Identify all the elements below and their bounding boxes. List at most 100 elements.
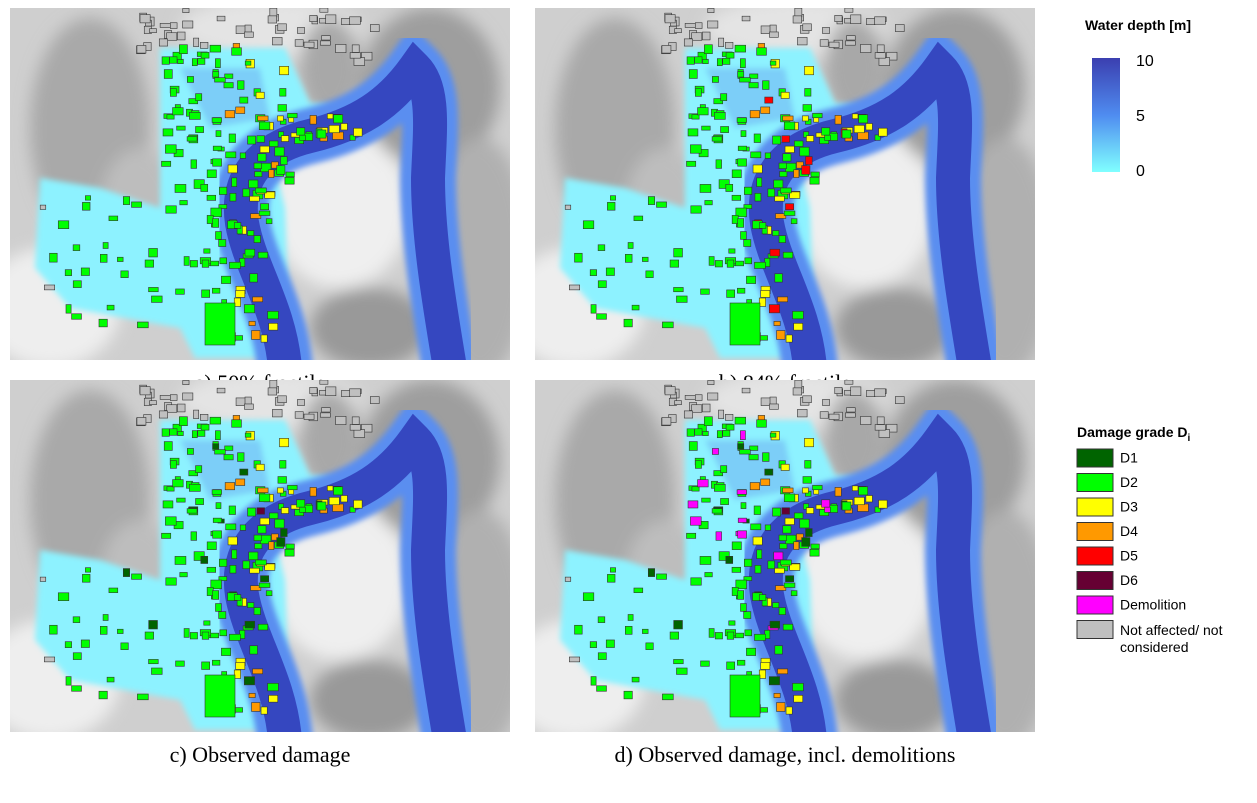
building: [215, 450, 226, 454]
building: [851, 387, 861, 396]
building: [180, 572, 187, 576]
building: [288, 113, 298, 117]
building: [737, 660, 745, 665]
building: [742, 16, 750, 21]
building: [160, 23, 171, 27]
building: [238, 81, 245, 90]
building: [725, 42, 733, 48]
building: [858, 132, 869, 139]
building: [216, 232, 222, 240]
building: [207, 587, 213, 595]
building: [780, 188, 791, 193]
building: [842, 502, 851, 510]
building: [187, 448, 193, 454]
building: [166, 206, 177, 213]
building: [230, 565, 236, 573]
building: [822, 500, 830, 507]
building: [769, 404, 778, 409]
legend-swatch: [1077, 474, 1113, 492]
building: [813, 113, 823, 117]
building: [354, 128, 363, 136]
building: [740, 450, 751, 454]
building: [229, 134, 235, 143]
building: [277, 538, 285, 547]
building: [320, 41, 330, 45]
building: [765, 525, 771, 530]
building: [712, 448, 718, 454]
building: [249, 693, 255, 697]
building: [224, 455, 233, 460]
building: [210, 261, 219, 266]
building: [783, 154, 791, 161]
building: [751, 152, 761, 158]
building: [714, 112, 725, 119]
building: [745, 258, 752, 264]
building: [257, 136, 265, 142]
building: [810, 177, 819, 184]
building: [744, 240, 751, 247]
building: [165, 517, 176, 525]
building: [785, 576, 793, 582]
building: [202, 662, 210, 670]
building: [225, 483, 234, 490]
building: [327, 114, 333, 119]
building: [268, 683, 279, 691]
building: [109, 588, 118, 593]
building: [245, 621, 255, 628]
building: [737, 118, 747, 123]
building: [210, 633, 219, 638]
building: [777, 331, 785, 340]
building: [300, 507, 306, 512]
building: [761, 290, 770, 297]
building: [759, 223, 766, 229]
building: [610, 196, 615, 200]
building: [184, 257, 189, 266]
building: [260, 576, 268, 582]
building: [598, 617, 605, 623]
building: [770, 621, 780, 628]
building: [320, 380, 328, 384]
building: [769, 305, 779, 313]
building: [204, 249, 210, 253]
building: [210, 45, 221, 52]
legend-swatch: [1077, 596, 1113, 614]
building: [250, 646, 258, 654]
building: [245, 61, 251, 65]
building: [794, 513, 803, 519]
building: [606, 268, 614, 276]
building: [85, 196, 90, 200]
building: [219, 187, 227, 194]
building: [173, 480, 184, 487]
building: [701, 289, 710, 294]
building: [741, 503, 746, 509]
building: [610, 568, 615, 572]
page: Water depth [m] Damage grade Di 0510D1D2…: [0, 0, 1257, 803]
building: [137, 322, 148, 328]
building: [806, 508, 813, 514]
building: [238, 453, 245, 462]
building: [121, 643, 128, 650]
building: [847, 36, 856, 40]
building: [213, 159, 222, 166]
legend-label: D3: [1120, 499, 1138, 515]
building: [806, 157, 813, 165]
building: [66, 677, 71, 686]
legend-label: D6: [1120, 572, 1138, 588]
building: [297, 27, 304, 33]
building: [770, 249, 780, 256]
building: [326, 15, 336, 24]
building: [137, 694, 148, 700]
building: [784, 122, 795, 130]
building: [845, 41, 855, 45]
building: [187, 76, 193, 82]
building: [738, 444, 744, 449]
building: [100, 626, 107, 634]
building: [778, 669, 788, 674]
building: [269, 170, 274, 178]
building: [196, 94, 202, 101]
building: [785, 146, 794, 152]
building: [730, 303, 760, 345]
building: [895, 25, 904, 32]
building: [205, 303, 235, 345]
building: [229, 506, 235, 515]
